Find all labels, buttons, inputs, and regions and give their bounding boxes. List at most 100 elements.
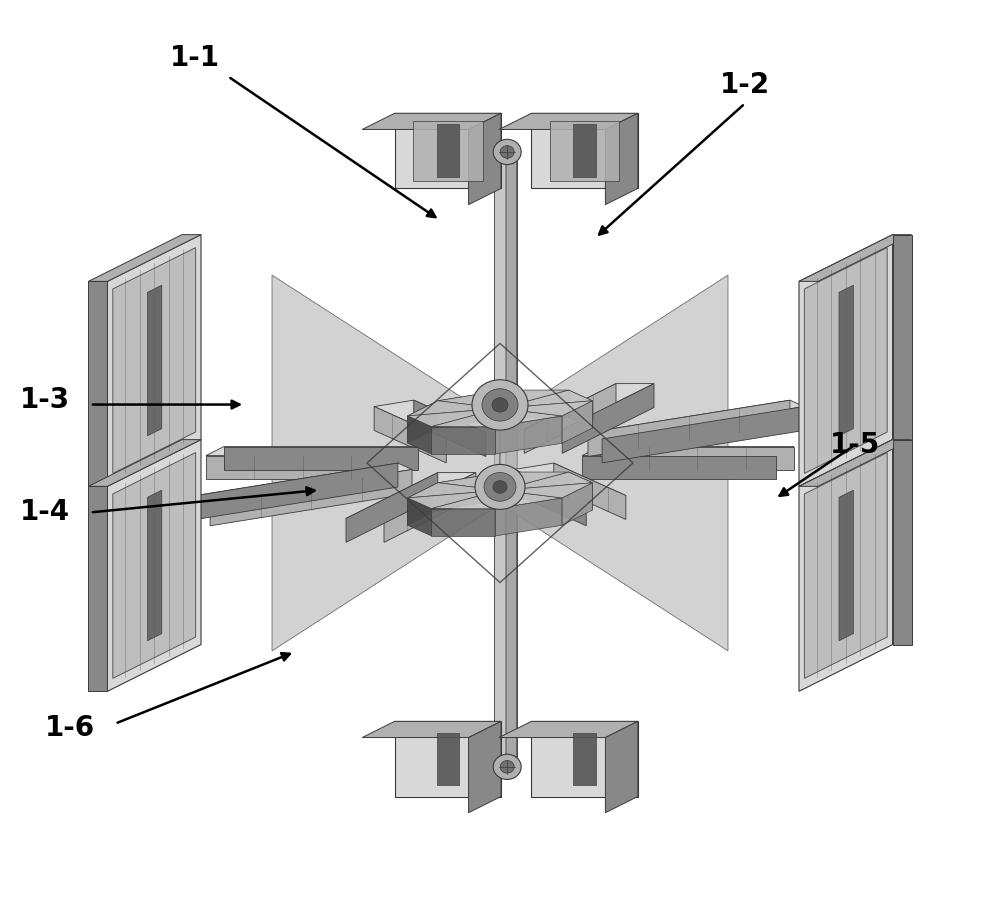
Polygon shape — [147, 490, 162, 641]
Circle shape — [472, 379, 528, 430]
Polygon shape — [431, 509, 495, 536]
Polygon shape — [500, 390, 569, 408]
Polygon shape — [438, 472, 505, 490]
Polygon shape — [210, 469, 412, 526]
Polygon shape — [408, 408, 500, 427]
Polygon shape — [839, 285, 853, 436]
Polygon shape — [384, 473, 476, 542]
Polygon shape — [531, 721, 638, 797]
Polygon shape — [499, 721, 638, 737]
Circle shape — [493, 139, 521, 165]
Polygon shape — [495, 408, 562, 427]
Text: 1-1: 1-1 — [170, 44, 220, 73]
Polygon shape — [573, 124, 596, 177]
Polygon shape — [569, 390, 592, 428]
Polygon shape — [505, 390, 569, 417]
Polygon shape — [582, 447, 794, 456]
Polygon shape — [88, 440, 201, 486]
Polygon shape — [495, 490, 562, 509]
Polygon shape — [500, 390, 592, 408]
Polygon shape — [107, 235, 201, 486]
Polygon shape — [514, 469, 586, 526]
Polygon shape — [88, 486, 107, 691]
Text: 1-5: 1-5 — [830, 431, 880, 459]
Polygon shape — [893, 440, 912, 645]
Polygon shape — [588, 400, 804, 439]
Polygon shape — [554, 463, 626, 520]
Polygon shape — [804, 247, 887, 474]
Polygon shape — [799, 440, 893, 691]
Polygon shape — [505, 472, 569, 499]
Polygon shape — [605, 721, 638, 813]
Circle shape — [482, 388, 518, 421]
Polygon shape — [196, 463, 412, 502]
Polygon shape — [196, 463, 398, 520]
Polygon shape — [408, 498, 431, 536]
Polygon shape — [483, 153, 517, 158]
Polygon shape — [469, 721, 501, 813]
Polygon shape — [839, 490, 853, 641]
Polygon shape — [395, 721, 501, 797]
Polygon shape — [582, 456, 776, 479]
Polygon shape — [514, 463, 626, 502]
Polygon shape — [562, 384, 654, 453]
Polygon shape — [438, 390, 505, 408]
Polygon shape — [573, 733, 596, 785]
Circle shape — [492, 397, 508, 412]
Polygon shape — [408, 416, 431, 454]
Polygon shape — [562, 401, 592, 443]
Polygon shape — [524, 384, 654, 430]
Polygon shape — [346, 473, 476, 519]
Polygon shape — [362, 721, 501, 737]
Circle shape — [493, 754, 521, 779]
Circle shape — [475, 465, 525, 510]
Polygon shape — [500, 472, 592, 490]
Polygon shape — [374, 406, 446, 463]
Polygon shape — [550, 120, 619, 181]
Polygon shape — [495, 416, 562, 454]
Polygon shape — [107, 440, 201, 691]
Polygon shape — [346, 473, 438, 542]
Text: 1-4: 1-4 — [20, 498, 70, 527]
Text: 1-3: 1-3 — [20, 386, 70, 414]
Polygon shape — [224, 447, 418, 470]
Polygon shape — [362, 113, 501, 129]
Text: 1-2: 1-2 — [720, 71, 770, 100]
Circle shape — [500, 146, 514, 158]
Polygon shape — [431, 490, 500, 509]
Polygon shape — [804, 452, 887, 679]
Circle shape — [493, 481, 507, 494]
Polygon shape — [500, 472, 569, 490]
Polygon shape — [600, 447, 794, 470]
Polygon shape — [408, 490, 500, 509]
Polygon shape — [524, 384, 616, 453]
Polygon shape — [500, 483, 592, 498]
Polygon shape — [431, 408, 500, 427]
Polygon shape — [500, 401, 592, 416]
Polygon shape — [437, 124, 459, 177]
Polygon shape — [469, 113, 501, 205]
Text: 1-6: 1-6 — [45, 714, 95, 743]
Polygon shape — [602, 406, 804, 463]
Polygon shape — [374, 400, 486, 439]
Circle shape — [484, 473, 516, 502]
Polygon shape — [438, 390, 505, 428]
Polygon shape — [408, 483, 438, 525]
Polygon shape — [495, 498, 562, 536]
Polygon shape — [395, 113, 501, 189]
Polygon shape — [506, 153, 517, 773]
Polygon shape — [893, 235, 912, 440]
Polygon shape — [499, 113, 638, 129]
Polygon shape — [408, 483, 500, 498]
Polygon shape — [437, 733, 459, 785]
Polygon shape — [206, 447, 418, 456]
Polygon shape — [799, 235, 912, 281]
Polygon shape — [413, 120, 483, 181]
Circle shape — [500, 761, 514, 773]
Polygon shape — [588, 400, 790, 457]
Polygon shape — [408, 401, 438, 443]
Polygon shape — [531, 113, 638, 189]
Polygon shape — [562, 483, 592, 525]
Polygon shape — [605, 113, 638, 205]
Polygon shape — [799, 440, 912, 486]
